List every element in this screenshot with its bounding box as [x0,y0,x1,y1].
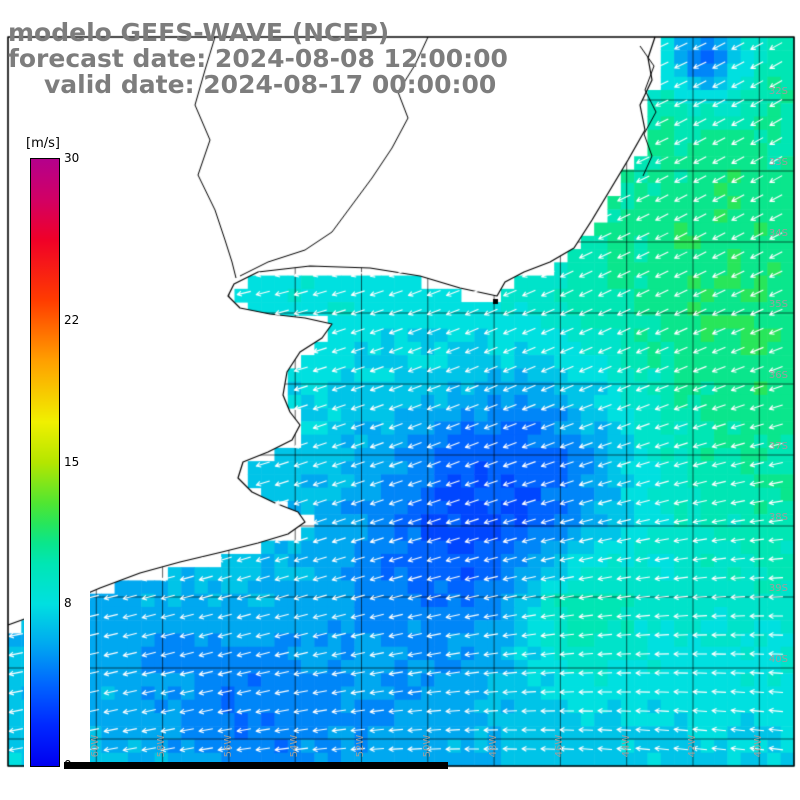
colorbar-gradient [30,158,60,767]
lon-label: 54W [289,734,300,758]
model-title: modelo GEFS-WAVE (NCEP) [8,18,390,47]
lat-label: 37S [768,441,788,452]
lon-label: 46W [554,734,565,758]
forecast-date-label: forecast date: 2024-08-08 12:00:00 [8,44,508,73]
colorbar-tick-label: 22 [64,312,80,327]
lon-label: 60W [90,734,101,758]
lat-label: 35S [768,299,788,310]
lon-label: 56W [223,734,234,758]
lat-label: 38S [768,512,788,523]
bottom-edge-bar [64,762,448,769]
lon-label: 50W [422,734,433,758]
colorbar-tick-label: 30 [64,151,80,165]
lon-label: 58W [156,734,167,758]
colorbar: [m/s] 30221580 [24,132,90,774]
lat-label: 34S [768,228,788,239]
map-header: modelo GEFS-WAVE (NCEP) forecast date: 2… [8,20,508,98]
lat-label: 40S [768,654,788,665]
colorbar-tick-label: 8 [64,596,72,611]
lat-label: 33S [768,157,788,168]
lon-label: 44W [621,734,632,758]
colorbar-unit-label: [m/s] [26,136,60,151]
lon-label: 52W [355,734,366,758]
lat-label: 32S [768,86,788,97]
lat-label: 36S [768,370,788,381]
colorbar-tick-label: 15 [64,454,80,469]
lon-label: 48W [488,734,499,758]
valid-date-label: valid date: 2024-08-17 00:00:00 [44,70,497,99]
lat-label: 39S [768,583,788,594]
lon-label: 42W [687,734,698,758]
lon-label: 40W [753,734,764,758]
